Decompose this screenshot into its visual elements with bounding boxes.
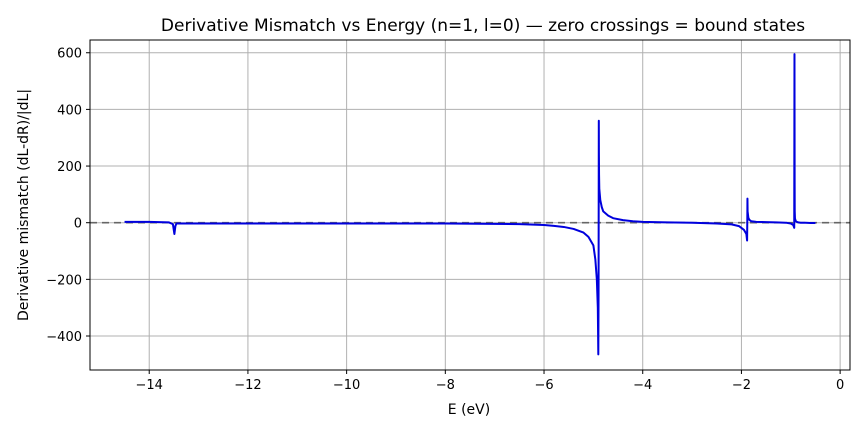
- plot-frame: [89, 39, 851, 371]
- x-axis-label: E (eV): [448, 402, 490, 418]
- y-tick-label: −400: [46, 330, 82, 345]
- x-tick-label: −12: [234, 378, 261, 393]
- y-axis-label: Derivative mismatch (dL-dR)/|dL|: [16, 89, 32, 321]
- plot-area: [124, 53, 816, 356]
- series-line: [124, 53, 816, 356]
- x-tick-label: −6: [534, 378, 553, 393]
- x-tick-label: 0: [836, 378, 844, 393]
- y-tick-label: −200: [46, 273, 82, 288]
- y-tick-label: 0: [74, 217, 82, 232]
- grid-lines: [90, 40, 850, 370]
- x-tick-label: −4: [633, 378, 652, 393]
- x-tick-label: −8: [436, 378, 455, 393]
- x-tick-label: −2: [732, 378, 751, 393]
- y-axis-ticks: −400 −200 0 200 400 600: [46, 47, 90, 345]
- x-axis-ticks: −14 −12 −10 −8 −6 −4 −2 0: [136, 370, 844, 393]
- x-tick-label: −10: [333, 378, 360, 393]
- y-tick-label: 600: [57, 47, 82, 62]
- y-tick-label: 400: [57, 103, 82, 118]
- y-tick-label: 200: [57, 160, 82, 175]
- chart-title: Derivative Mismatch vs Energy (n=1, l=0)…: [161, 16, 805, 36]
- x-tick-label: −14: [136, 378, 163, 393]
